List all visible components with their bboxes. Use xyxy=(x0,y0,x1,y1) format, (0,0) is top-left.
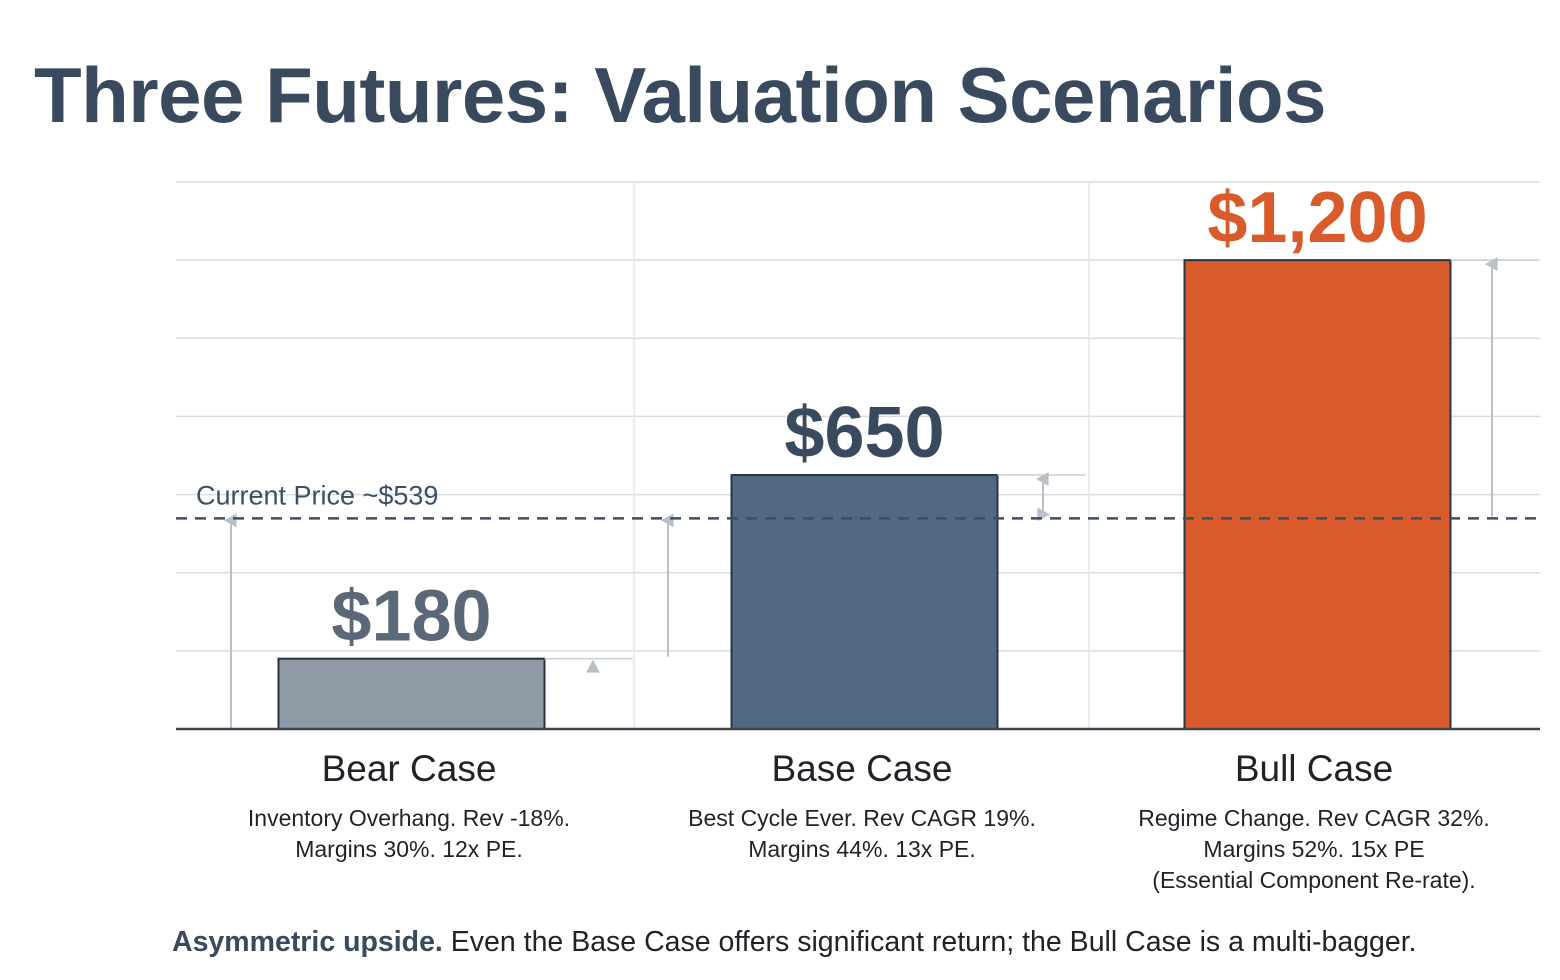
category-label-bear: Bear Case xyxy=(321,748,497,789)
value-label-bear: $180 xyxy=(331,577,491,657)
base-description-line: Best Cycle Ever. Rev CAGR 19%. xyxy=(688,805,1036,831)
bull-description-line: Margins 52%. 15x PE xyxy=(1203,836,1425,862)
base-description: Best Cycle Ever. Rev CAGR 19%. Margins 4… xyxy=(632,803,1092,865)
bull-description: Regime Change. Rev CAGR 32%. Margins 52%… xyxy=(1084,803,1544,896)
category-label-bull: Bull Case xyxy=(1234,748,1394,789)
current-price-label: Current Price ~$539 xyxy=(196,480,438,510)
value-label-base: $650 xyxy=(784,393,944,473)
bull-description-line: Regime Change. Rev CAGR 32%. xyxy=(1138,805,1490,831)
chart-title: Three Futures: Valuation Scenarios xyxy=(34,51,1327,139)
bear-small-arrow xyxy=(586,659,600,673)
bull-description-line: (Essential Component Re-rate). xyxy=(1152,867,1476,893)
bar-base xyxy=(730,474,999,730)
bear-description: Inventory Overhang. Rev -18%. Margins 30… xyxy=(179,803,639,865)
footer-caption: Asymmetric upside. Even the Base Case of… xyxy=(172,926,1417,959)
bear-description-line: Margins 30%. 12x PE. xyxy=(295,836,523,862)
base-description-line: Margins 44%. 13x PE. xyxy=(748,836,976,862)
footer-highlight: Asymmetric upside. xyxy=(172,926,443,958)
footer-text: Even the Base Case offers significant re… xyxy=(442,926,1417,958)
value-label-bull: $1,200 xyxy=(1207,178,1427,258)
bar-bull xyxy=(1183,259,1452,730)
bear-description-line: Inventory Overhang. Rev -18%. xyxy=(247,805,571,831)
category-label-base: Base Case xyxy=(771,748,953,789)
delta-arrows xyxy=(224,257,1498,729)
bar-bear xyxy=(277,657,546,731)
